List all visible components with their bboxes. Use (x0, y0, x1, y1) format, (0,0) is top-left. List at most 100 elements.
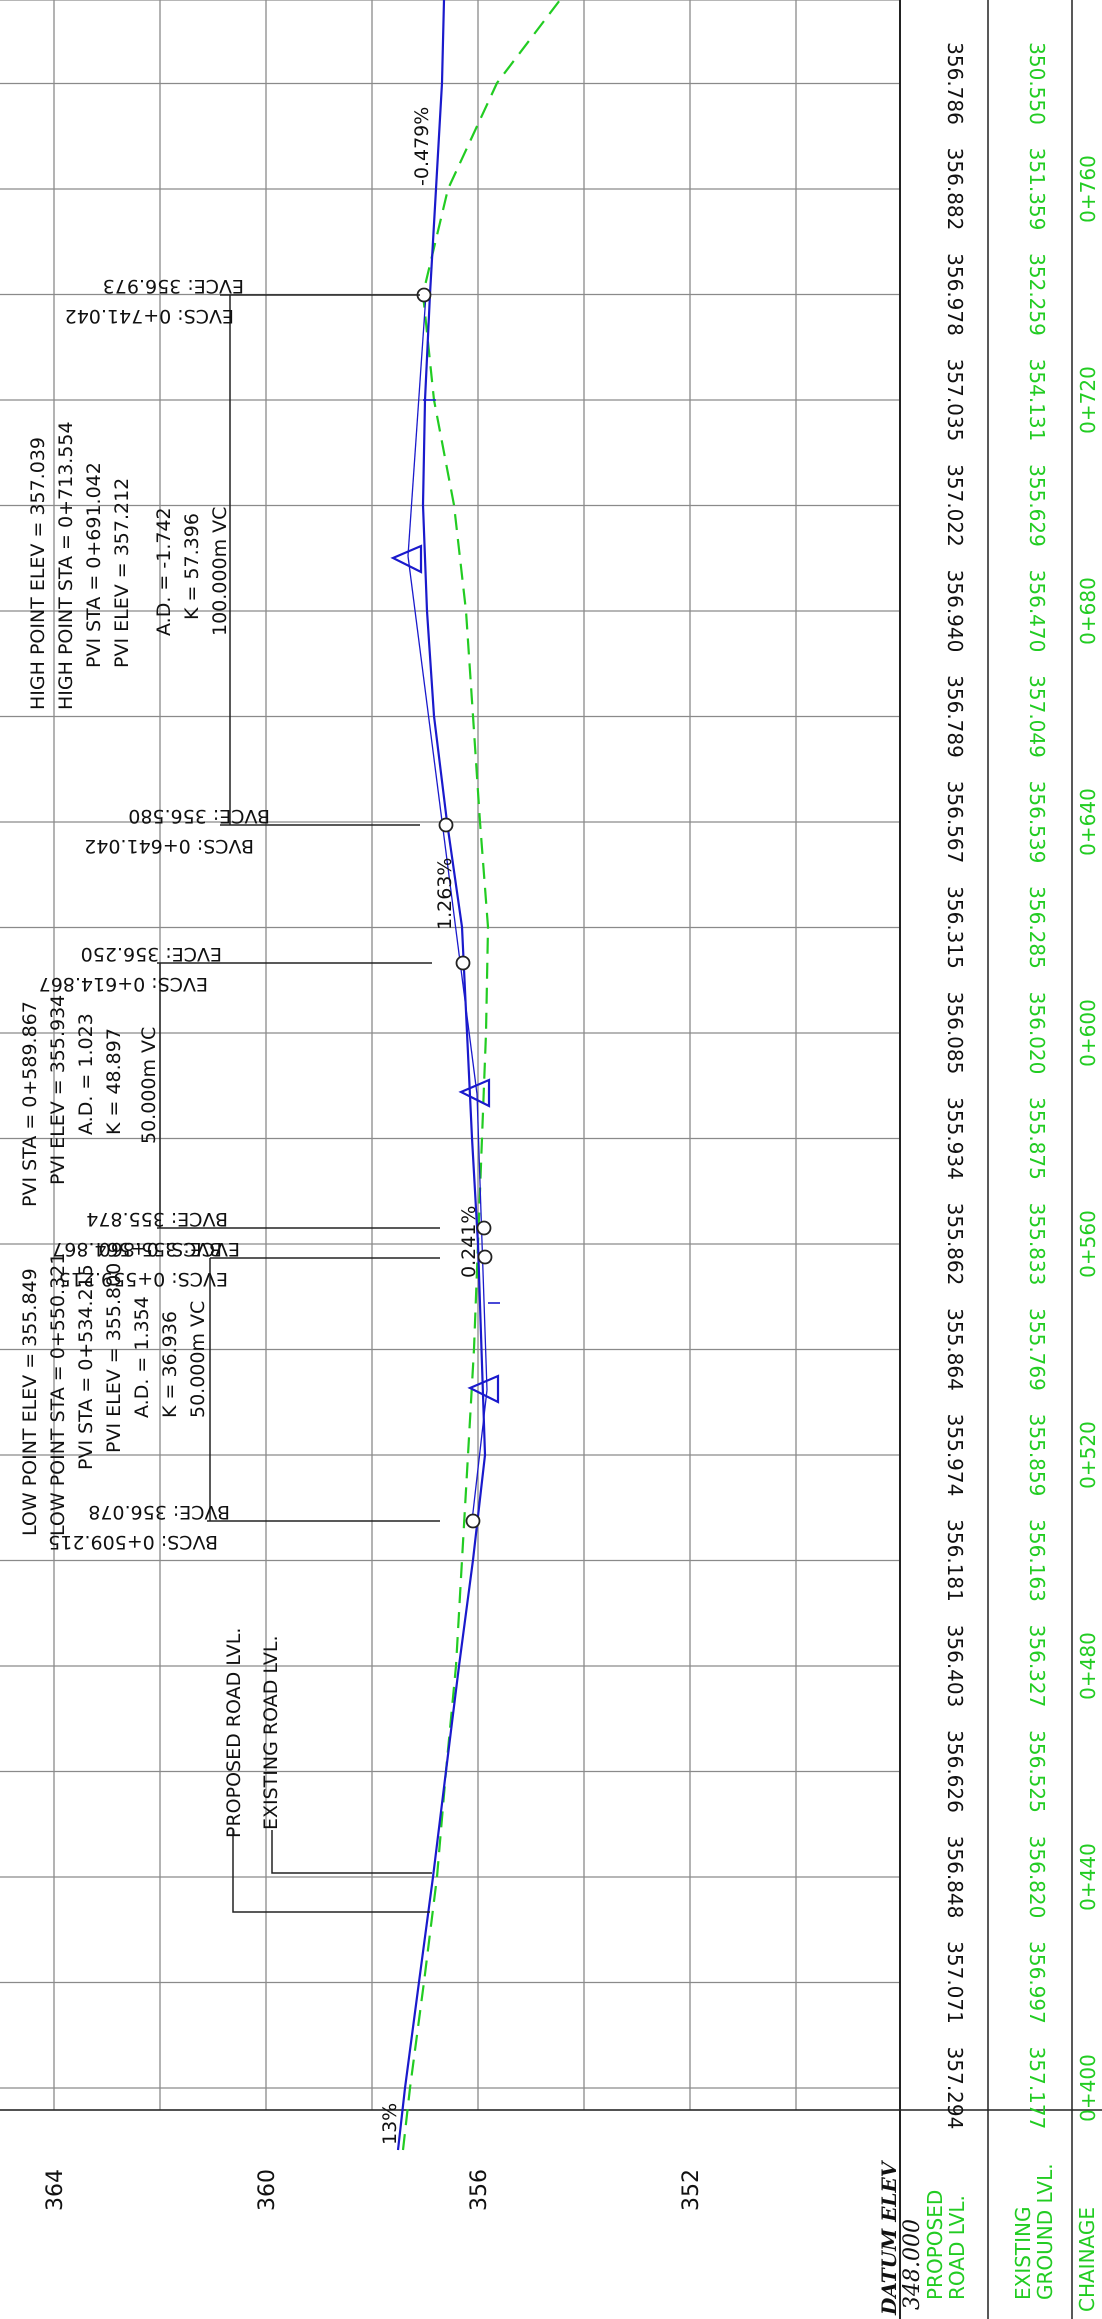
grade-2: 1.263% (434, 858, 456, 930)
curve-3-info: PVI STA = 0+691.042 (83, 462, 105, 668)
grade-start: 13% (379, 2103, 401, 2145)
existing-level-value: 355.769 (1025, 1308, 1049, 1391)
curve-2-info: PVI STA = 0+589.867 (19, 1001, 41, 1207)
pvi-triangle (390, 544, 423, 574)
proposed-level-value: 357.294 (943, 2047, 967, 2130)
bvc-point (438, 817, 454, 833)
existing-level-value: 351.359 (1025, 148, 1049, 231)
curve-1-info: LOW POINT STA = 0+550.321 (47, 1253, 69, 1536)
elev-label: 364 (43, 2169, 68, 2211)
bvc-point (476, 1220, 492, 1236)
grid (0, 0, 900, 2111)
curve-3-bvce: BVCE: 356.580 (128, 805, 270, 827)
curve-1-info: 50.000m VC (187, 1301, 209, 1418)
curve-3-info: PVI ELEV = 357.212 (111, 478, 133, 668)
curve-2-evce: EVCE: 356.250 (81, 943, 222, 965)
pvi-markers (390, 544, 500, 1404)
chainage-value: 0+760 (1076, 155, 1100, 223)
chainage-value: 0+520 (1076, 1421, 1100, 1489)
existing-level-value: 350.550 (1025, 42, 1049, 125)
bvc-point (465, 1513, 481, 1529)
curve-3-info: HIGH POINT STA = 0+713.554 (55, 421, 77, 710)
existing-level-value: 357.049 (1025, 675, 1049, 758)
proposed-level-value: 356.882 (943, 148, 967, 231)
existing-level-value: 356.285 (1025, 886, 1049, 969)
existing-row-label: EXISTING (1011, 2206, 1035, 2300)
curve-3-labels: BVCS: 0+641.042 BVCE: 356.580 EVCS: 0+74… (27, 275, 270, 857)
existing-level-value: 356.820 (1025, 1836, 1049, 1919)
elev-label: 352 (679, 2169, 704, 2211)
datum-label: DATUM ELEV (877, 2159, 901, 2316)
existing-row-label: GROUND LVL. (1033, 2163, 1057, 2300)
point-ticks (423, 399, 500, 1304)
proposed-row-label: PROPOSED (923, 2190, 947, 2300)
curve-2-labels: BVCS: 0+564.867 BVCE: 355.874 EVCS: 0+61… (19, 943, 228, 1260)
proposed-road-line (396, 0, 487, 2151)
curve-1-info: A.D. = 1.354 (131, 1296, 153, 1418)
curve-1-info: PVI ELEV = 355.800 (103, 1263, 125, 1453)
grade-1: 0.241% (458, 1206, 480, 1278)
proposed-level-value: 355.864 (943, 1308, 967, 1391)
curve-brackets (157, 294, 440, 1522)
proposed-level-value: 356.315 (943, 886, 967, 969)
proposed-level-value: 355.974 (943, 1414, 967, 1497)
curve-3-bvcs: BVCS: 0+641.042 (84, 835, 254, 857)
curve-2-info: PVI ELEV = 355.934 (47, 995, 69, 1185)
existing-level-value: 356.163 (1025, 1519, 1049, 1602)
curve-1-info: LOW POINT ELEV = 355.849 (19, 1268, 41, 1536)
station-values: 357.294 357.177 0+400 357.071 356.997 356.848… (943, 42, 1100, 2129)
curve-1-evcs: EVCS: 0+559.215 (59, 1268, 228, 1290)
proposed-level-value: 357.071 (943, 1941, 967, 2024)
proposed-level-value: 356.940 (943, 570, 967, 653)
curve-3-info: HIGH POINT ELEV = 357.039 (27, 437, 49, 710)
proposed-level-value: 356.403 (943, 1625, 967, 1708)
chainage-value: 0+640 (1076, 788, 1100, 856)
legend-proposed: PROPOSED ROAD LVL. (223, 1628, 245, 1838)
chainage-value: 0+680 (1076, 577, 1100, 645)
curve-1-info: K = 36.936 (159, 1311, 181, 1418)
curve-2-bvce: BVCE: 355.874 (86, 1208, 228, 1230)
curve-2-info: A.D. = 1.023 (75, 1013, 97, 1135)
elevation-axis: 364 360 356 352 (43, 2169, 704, 2211)
curve-1-bvce: BVCE: 356.078 (88, 1501, 230, 1523)
existing-level-value: 356.020 (1025, 992, 1049, 1075)
curve-3-info: K = 57.396 (181, 513, 203, 620)
elev-label: 356 (467, 2169, 492, 2211)
proposed-level-value: 355.934 (943, 1097, 967, 1180)
existing-level-value: 355.859 (1025, 1414, 1049, 1497)
curve-3-info: A.D. = -1.742 (153, 507, 175, 636)
proposed-level-value: 357.035 (943, 359, 967, 442)
legend-existing: EXISTING ROAD LVL. (260, 1636, 282, 1830)
curve-1-info: PVI STA = 0+534.215 (75, 1264, 97, 1470)
proposed-level-value: 356.786 (943, 42, 967, 125)
curve-2-evcs: EVCS: 0+614.867 (39, 973, 208, 995)
curve-3-info: 100.000m VC (209, 507, 231, 636)
grade-3: -0.479% (411, 107, 433, 186)
existing-level-value: 352.259 (1025, 253, 1049, 336)
proposed-level-value: 356.085 (943, 992, 967, 1075)
existing-level-value: 355.833 (1025, 1203, 1049, 1286)
proposed-level-value: 356.789 (943, 675, 967, 758)
curve-1-evce: EVCE: 355.860 (99, 1238, 240, 1260)
existing-level-value: 356.525 (1025, 1730, 1049, 1813)
elev-label: 360 (255, 2169, 280, 2211)
row-headers: DATUM ELEV 348.000 PROPOSED ROAD LVL. EX… (877, 2159, 1099, 2316)
grade-labels: 13% 0.241% 1.263% -0.479% (379, 107, 480, 2145)
proposed-level-value: 356.848 (943, 1836, 967, 1919)
chainage-value: 0+440 (1076, 1843, 1100, 1911)
proposed-level-value: 356.567 (943, 781, 967, 864)
proposed-row-label: ROAD LVL. (945, 2195, 969, 2300)
existing-level-value: 356.539 (1025, 781, 1049, 864)
existing-level-value: 356.327 (1025, 1625, 1049, 1708)
legend: PROPOSED ROAD LVL. EXISTING ROAD LVL. (223, 1628, 432, 1913)
evc-point (477, 1249, 493, 1265)
proposed-level-value: 356.626 (943, 1730, 967, 1813)
chainage-value: 0+720 (1076, 366, 1100, 434)
existing-level-value: 356.470 (1025, 570, 1049, 653)
existing-level-value: 356.997 (1025, 1941, 1049, 2024)
existing-level-value: 354.131 (1025, 359, 1049, 442)
chainage-row-label: CHAINAGE (1075, 2207, 1099, 2312)
